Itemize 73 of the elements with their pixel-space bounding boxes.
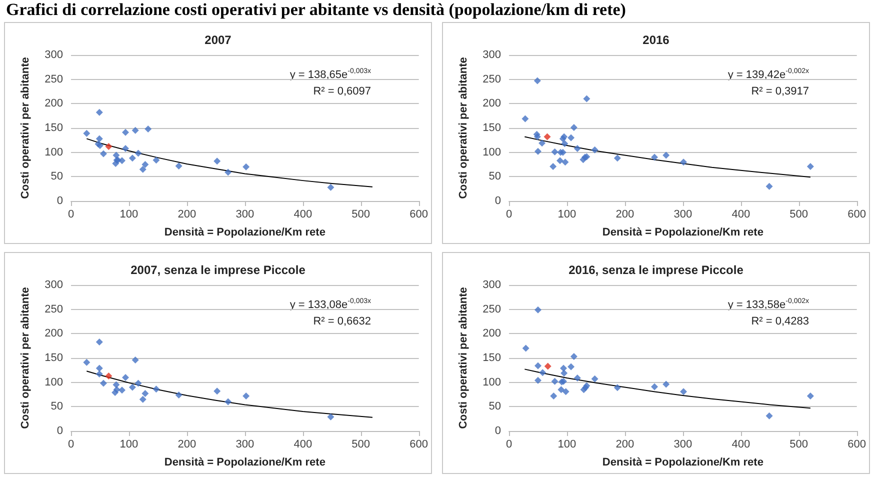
x-tick-label: 300 <box>674 208 692 220</box>
annotation: R² = 0,3917 <box>751 86 810 98</box>
x-tick-label: 0 <box>68 208 74 220</box>
text: Grafici di correlazione costi operativi per abitante vs densità (popolazione/km di rete) <box>5 0 627 21</box>
x-tick-label: 500 <box>790 438 808 450</box>
x-tick-label: 200 <box>178 208 196 220</box>
x-tick-label: 200 <box>616 438 634 450</box>
y-tick-label: 200 <box>482 328 501 340</box>
y-tick-label: 50 <box>488 170 501 183</box>
x-tick-label: 200 <box>178 438 196 450</box>
x-tick-label: 300 <box>236 438 254 450</box>
chart-title: 2016 <box>642 33 670 47</box>
y-tick-label: 150 <box>44 122 63 134</box>
x-tick-label: 100 <box>120 438 138 450</box>
y-tick-label: 300 <box>482 279 501 291</box>
x-tick-label: 600 <box>848 438 866 450</box>
y-tick-label: 50 <box>50 170 63 183</box>
y-axis-title: Costi operativi per abitante <box>458 57 470 199</box>
y-tick-label: 0 <box>494 195 501 207</box>
annotation: R² = 0,6097 <box>313 86 372 98</box>
x-axis-title: Densità = Popolazione/Km rete <box>164 456 326 468</box>
x-tick-label: 500 <box>790 208 808 220</box>
annotation: R² = 0,6632 <box>313 316 372 328</box>
y-axis-title: Costi operativi per abitante <box>20 57 32 199</box>
x-tick-label: 400 <box>732 438 750 450</box>
x-tick-label: 0 <box>68 438 74 450</box>
chart-title: 2016, senza le imprese Piccole <box>568 263 744 277</box>
x-tick-label: 100 <box>558 208 576 220</box>
annotation: R² = 0,4283 <box>751 316 810 328</box>
y-tick-label: 100 <box>482 146 501 158</box>
y-tick-label: 100 <box>44 376 63 388</box>
y-tick-label: 250 <box>44 73 63 86</box>
x-tick-label: 100 <box>558 438 576 450</box>
y-tick-label: 0 <box>56 195 63 207</box>
y-tick-label: 0 <box>494 425 501 437</box>
y-tick-label: 0 <box>56 425 63 437</box>
x-tick-label: 300 <box>674 438 692 450</box>
x-tick-label: 0 <box>506 438 512 450</box>
y-tick-label: 200 <box>482 98 501 110</box>
x-axis-title: Densità = Popolazione/Km rete <box>602 456 764 468</box>
y-tick-label: 150 <box>482 352 501 364</box>
x-tick-label: 500 <box>352 438 370 450</box>
x-axis-title: Densità = Popolazione/Km rete <box>602 226 764 238</box>
y-tick-label: 200 <box>44 328 63 340</box>
y-tick-label: 100 <box>44 146 63 158</box>
y-tick-label: 300 <box>44 279 63 291</box>
chart-title: 2007 <box>204 33 232 47</box>
y-tick-label: 150 <box>482 122 501 134</box>
x-axis-title: Densità = Popolazione/Km rete <box>164 226 326 238</box>
x-tick-label: 300 <box>236 208 254 220</box>
y-tick-label: 50 <box>488 400 501 413</box>
x-tick-label: 600 <box>410 438 428 450</box>
y-tick-label: 300 <box>44 49 63 61</box>
x-tick-label: 500 <box>352 208 370 220</box>
x-tick-label: 600 <box>848 208 866 220</box>
x-tick-label: 100 <box>120 208 138 220</box>
x-tick-label: 400 <box>294 438 312 450</box>
y-tick-label: 50 <box>50 400 63 413</box>
x-tick-label: 200 <box>616 208 634 220</box>
y-axis-title: Costi operativi per abitante <box>458 287 470 429</box>
chart-title: 2007, senza le imprese Piccole <box>130 263 306 277</box>
y-tick-label: 250 <box>482 303 501 316</box>
y-tick-label: 250 <box>44 303 63 316</box>
y-tick-label: 200 <box>44 98 63 110</box>
y-tick-label: 100 <box>482 376 501 388</box>
y-tick-label: 250 <box>482 73 501 86</box>
y-tick-label: 150 <box>44 352 63 364</box>
x-tick-label: 0 <box>506 208 512 220</box>
x-tick-label: 400 <box>732 208 750 220</box>
x-tick-label: 400 <box>294 208 312 220</box>
x-tick-label: 600 <box>410 208 428 220</box>
y-tick-label: 300 <box>482 49 501 61</box>
y-axis-title: Costi operativi per abitante <box>20 287 32 429</box>
